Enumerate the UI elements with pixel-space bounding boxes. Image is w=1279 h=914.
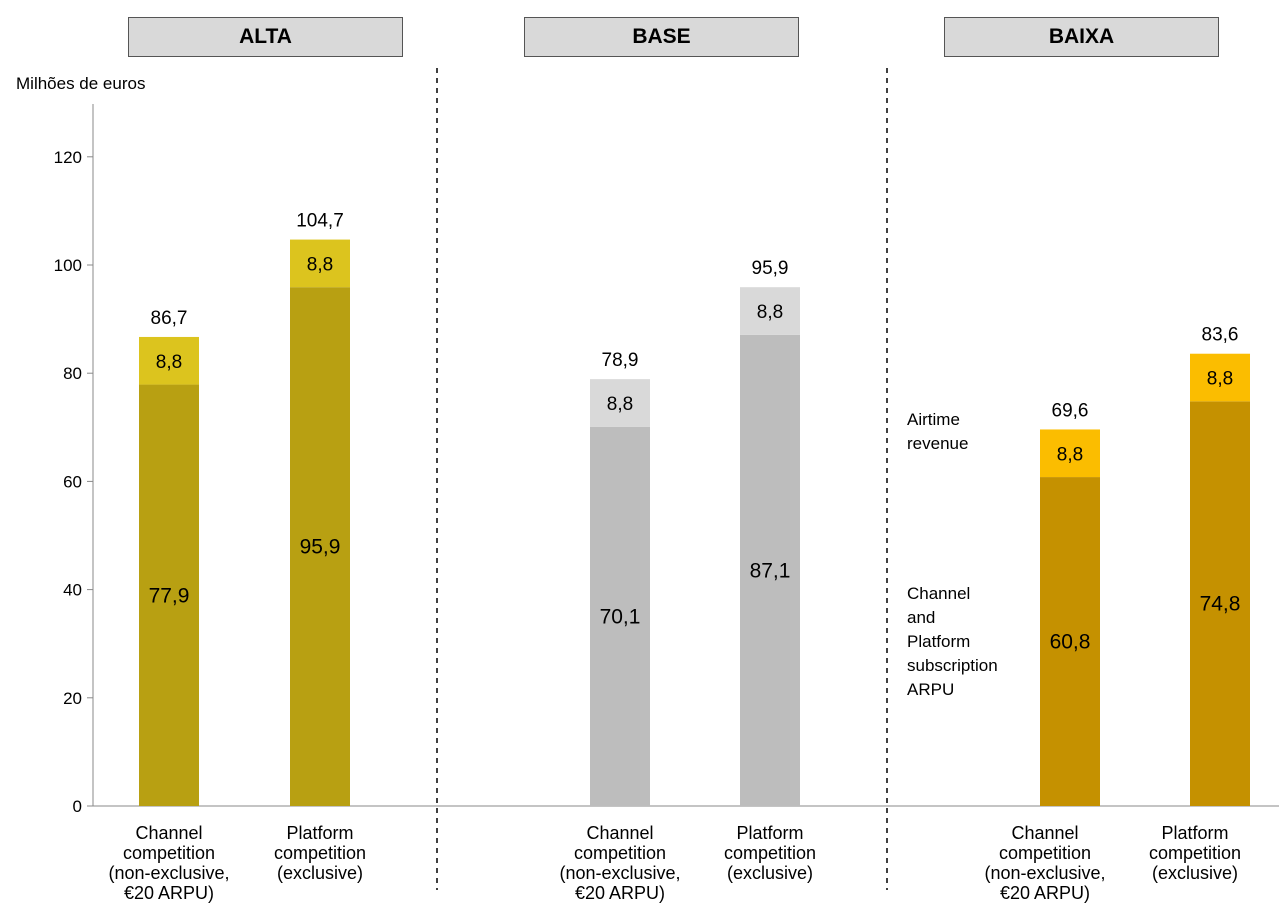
series-label-airtime-line: Airtime — [907, 410, 960, 429]
category-label-line: competition — [723, 843, 817, 863]
category-label-line: €20 ARPU) — [123, 883, 215, 903]
y-tick-label: 60 — [63, 472, 82, 491]
data-label-airtime: 8,8 — [307, 254, 333, 275]
category-label-line: competition — [273, 843, 367, 863]
series-label-subscription-line: ARPU — [907, 680, 955, 699]
bar-airtime-baixa-1 — [1190, 353, 1250, 402]
y-tick-label: 0 — [73, 797, 82, 816]
bar-airtime-base-0 — [590, 379, 650, 427]
bar-airtime-alta-1 — [290, 239, 350, 288]
bar-airtime-baixa-0 — [1040, 429, 1100, 478]
bar-subscription-alta-1 — [290, 287, 350, 806]
data-label-subscription: 87,1 — [750, 559, 791, 582]
series-label-subscription-line: Channel — [907, 584, 971, 603]
data-label-airtime: 8,8 — [156, 352, 182, 373]
data-label-airtime: 8,8 — [1207, 369, 1233, 390]
category-label-line: (exclusive) — [726, 863, 814, 883]
category-label-line: Channel — [1011, 823, 1079, 843]
category-label-line: (exclusive) — [276, 863, 364, 883]
data-label-airtime: 8,8 — [607, 394, 633, 415]
y-axis-unit-label: Milhões de euros — [16, 74, 146, 93]
y-tick-label: 100 — [54, 256, 82, 275]
category-label-line: €20 ARPU) — [574, 883, 666, 903]
category-label-line: Platform — [736, 823, 804, 843]
category-label-line: competition — [998, 843, 1092, 863]
category-label-line: Platform — [1161, 823, 1229, 843]
series-label-subscription-line: Platform — [907, 632, 971, 651]
category-label-line: Channel — [586, 823, 654, 843]
category-label-line: competition — [1148, 843, 1242, 863]
data-label-airtime: 8,8 — [1057, 444, 1083, 465]
data-label-subscription: 60,8 — [1050, 631, 1091, 654]
y-tick-label: 80 — [63, 364, 82, 383]
category-label: Platform competition (exclusive) — [695, 823, 845, 883]
bar-airtime-base-1 — [740, 287, 800, 335]
bar-subscription-baixa-0 — [1040, 477, 1100, 806]
category-label: Platform competition (exclusive) — [245, 823, 395, 883]
category-label-line: (non-exclusive, — [984, 863, 1106, 883]
scenario-header-baixa: BAIXA — [944, 17, 1219, 57]
category-label-line: (non-exclusive, — [559, 863, 681, 883]
data-label-total: 95,9 — [752, 258, 789, 279]
bar-subscription-baixa-1 — [1190, 401, 1250, 806]
y-tick-label: 40 — [63, 581, 82, 600]
bar-airtime-alta-0 — [139, 336, 199, 385]
data-label-total: 69,6 — [1052, 400, 1089, 421]
category-label-line: €20 ARPU) — [999, 883, 1091, 903]
data-label-subscription: 95,9 — [300, 536, 341, 559]
data-label-total: 86,7 — [151, 308, 188, 329]
category-label-line: Channel — [135, 823, 203, 843]
y-tick-label: 20 — [63, 689, 82, 708]
category-label: Channel competition (non-exclusive, €20 ARP… — [970, 823, 1120, 903]
data-label-total: 78,9 — [602, 350, 639, 371]
data-label-subscription: 74,8 — [1200, 593, 1241, 616]
data-label-subscription: 70,1 — [600, 605, 641, 628]
series-label-subscription: Channel and Platform subscription ARPU — [907, 582, 998, 702]
category-label: Platform competition (exclusive) — [1120, 823, 1270, 883]
data-label-total: 83,6 — [1202, 325, 1239, 346]
category-label: Channel competition (non-exclusive, €20 ARP… — [545, 823, 695, 903]
data-label-total: 104,7 — [296, 211, 344, 232]
series-label-subscription-line: subscription — [907, 656, 998, 675]
bar-subscription-base-1 — [740, 334, 800, 806]
data-label-subscription: 77,9 — [149, 584, 190, 607]
scenario-header-base: BASE — [524, 17, 799, 57]
category-label-line: (exclusive) — [1151, 863, 1239, 883]
series-label-airtime: Airtime revenue — [907, 408, 968, 456]
category-label-line: competition — [122, 843, 216, 863]
category-label: Channel competition (non-exclusive, €20 ARP… — [94, 823, 244, 903]
series-label-airtime-line: revenue — [907, 434, 969, 453]
bar-subscription-alta-0 — [139, 384, 199, 806]
data-label-airtime: 8,8 — [757, 302, 783, 323]
category-label-line: Platform — [286, 823, 354, 843]
scenario-header-alta: ALTA — [128, 17, 403, 57]
category-label-line: (non-exclusive, — [108, 863, 230, 883]
bar-subscription-base-0 — [590, 426, 650, 806]
category-label-line: competition — [573, 843, 667, 863]
y-tick-label: 120 — [54, 148, 82, 167]
series-label-subscription-line: and — [907, 608, 936, 627]
